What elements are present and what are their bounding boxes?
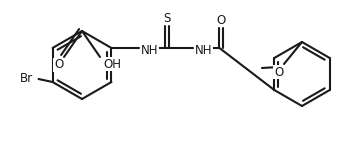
Text: Br: Br: [20, 73, 33, 85]
Text: NH: NH: [141, 45, 158, 58]
Text: OH: OH: [103, 58, 121, 70]
Text: O: O: [216, 13, 226, 27]
Text: O: O: [274, 66, 284, 79]
Text: NH: NH: [195, 45, 212, 58]
Text: S: S: [163, 12, 171, 24]
Text: O: O: [54, 58, 64, 72]
